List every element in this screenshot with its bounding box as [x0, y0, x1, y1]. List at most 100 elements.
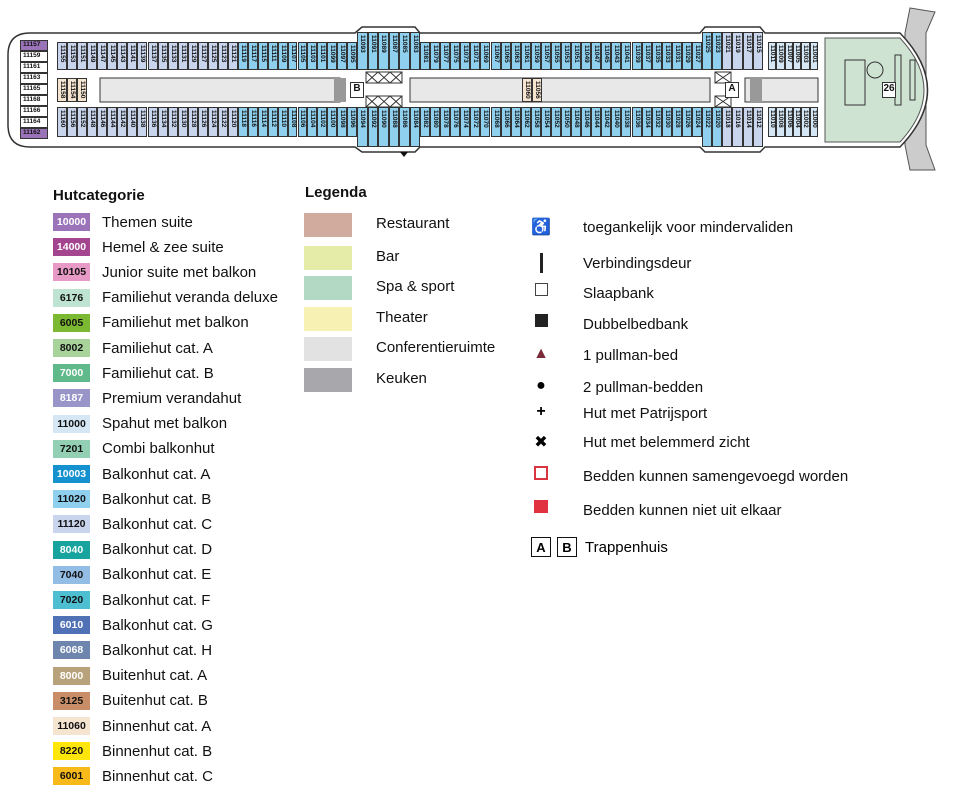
cabin-11112[interactable]: 11112 — [267, 107, 278, 137]
cabin-11150[interactable]: 11150 — [77, 78, 87, 102]
cabin-11145[interactable]: 11145 — [107, 42, 118, 70]
cabin-11129[interactable]: 11129 — [187, 42, 198, 70]
cabin-11106[interactable]: 11106 — [297, 107, 308, 137]
cabin-11155[interactable]: 11155 — [57, 42, 68, 70]
cabin-11109[interactable]: 11109 — [277, 42, 288, 70]
cabin-11168[interactable]: 11168 — [20, 95, 48, 106]
cabin-11080[interactable]: 11080 — [430, 107, 441, 137]
cabin-11141[interactable]: 11141 — [127, 42, 138, 70]
cabin-11136[interactable]: 11136 — [147, 107, 158, 137]
cabin-11028[interactable]: 11028 — [671, 107, 682, 137]
cabin-11056[interactable]: 11056 — [532, 78, 542, 102]
cabin-11077[interactable]: 11077 — [440, 42, 451, 70]
cabin-11068[interactable]: 11068 — [490, 107, 501, 137]
cabin-11159[interactable]: 11159 — [20, 51, 48, 62]
cabin-11010[interactable]: 11010 — [768, 107, 777, 137]
cabin-11024[interactable]: 11024 — [691, 107, 702, 137]
cabin-11154[interactable]: 11154 — [67, 78, 77, 102]
cabin-11054[interactable]: 11054 — [540, 107, 551, 137]
cabin-11158[interactable]: 11158 — [57, 78, 67, 102]
cabin-11045[interactable]: 11045 — [601, 42, 612, 70]
cabin-11037[interactable]: 11037 — [641, 42, 652, 70]
cabin-11082[interactable]: 11082 — [420, 107, 431, 137]
cabin-11127[interactable]: 11127 — [197, 42, 208, 70]
cabin-11162[interactable]: 11162 — [20, 128, 48, 139]
cabin-11084[interactable]: 11084 — [409, 107, 420, 147]
cabin-11089[interactable]: 11089 — [378, 32, 389, 70]
cabin-11144[interactable]: 11144 — [107, 107, 118, 137]
cabin-11153[interactable]: 11153 — [67, 42, 78, 70]
cabin-11140[interactable]: 11140 — [127, 107, 138, 137]
cabin-11101[interactable]: 11101 — [317, 42, 328, 70]
cabin-11036[interactable]: 11036 — [631, 107, 642, 137]
cabin-11030[interactable]: 11030 — [661, 107, 672, 137]
cabin-11156[interactable]: 11156 — [67, 107, 78, 137]
cabin-11108[interactable]: 11108 — [287, 107, 298, 137]
cabin-11085[interactable]: 11085 — [399, 32, 410, 70]
cabin-11122[interactable]: 11122 — [217, 107, 228, 137]
cabin-11128[interactable]: 11128 — [187, 107, 198, 137]
cabin-11071[interactable]: 11071 — [470, 42, 481, 70]
cabin-11093[interactable]: 11093 — [357, 32, 368, 70]
cabin-11096[interactable]: 11096 — [347, 107, 357, 137]
cabin-11050[interactable]: 11050 — [561, 107, 572, 137]
cabin-11012[interactable]: 11012 — [752, 107, 763, 147]
cabin-11161[interactable]: 11161 — [20, 62, 48, 73]
cabin-11008[interactable]: 11008 — [776, 107, 785, 137]
cabin-11059[interactable]: 11059 — [530, 42, 541, 70]
cabin-11087[interactable]: 11087 — [388, 32, 399, 70]
cabin-11165[interactable]: 11165 — [20, 84, 48, 95]
cabin-11134[interactable]: 11134 — [157, 107, 168, 137]
cabin-11014[interactable]: 11014 — [742, 107, 753, 147]
cabin-11135[interactable]: 11135 — [157, 42, 168, 70]
cabin-11003[interactable]: 11003 — [801, 42, 810, 70]
cabin-11041[interactable]: 11041 — [621, 42, 632, 70]
cabin-11095[interactable]: 11095 — [347, 42, 357, 70]
cabin-11098[interactable]: 11098 — [337, 107, 348, 137]
cabin-11092[interactable]: 11092 — [367, 107, 378, 147]
cabin-11139[interactable]: 11139 — [137, 42, 148, 70]
cabin-11069[interactable]: 11069 — [480, 42, 491, 70]
cabin-11005[interactable]: 11005 — [793, 42, 802, 70]
cabin-11065[interactable]: 11065 — [500, 42, 511, 70]
cabin-11066[interactable]: 11066 — [500, 107, 511, 137]
cabin-11104[interactable]: 11104 — [307, 107, 318, 137]
cabin-11070[interactable]: 11070 — [480, 107, 491, 137]
cabin-11040[interactable]: 11040 — [611, 107, 622, 137]
cabin-11021[interactable]: 11021 — [722, 32, 733, 70]
cabin-11160[interactable]: 11160 — [57, 107, 68, 137]
cabin-11046[interactable]: 11046 — [581, 107, 592, 137]
cabin-11026[interactable]: 11026 — [681, 107, 692, 137]
cabin-11055[interactable]: 11055 — [550, 42, 561, 70]
cabin-11130[interactable]: 11130 — [177, 107, 188, 137]
cabin-11086[interactable]: 11086 — [399, 107, 410, 147]
cabin-11072[interactable]: 11072 — [470, 107, 481, 137]
cabin-11062[interactable]: 11062 — [520, 107, 531, 137]
cabin-11111[interactable]: 11111 — [267, 42, 278, 70]
cabin-11103[interactable]: 11103 — [307, 42, 318, 70]
cabin-11076[interactable]: 11076 — [450, 107, 461, 137]
cabin-11063[interactable]: 11063 — [510, 42, 521, 70]
cabin-11060[interactable]: 11060 — [522, 78, 532, 102]
cabin-11147[interactable]: 11147 — [97, 42, 108, 70]
cabin-11029[interactable]: 11029 — [681, 42, 692, 70]
cabin-11120[interactable]: 11120 — [227, 107, 238, 137]
cabin-11163[interactable]: 11163 — [20, 73, 48, 84]
cabin-11075[interactable]: 11075 — [450, 42, 461, 70]
cabin-11143[interactable]: 11143 — [117, 42, 128, 70]
cabin-11053[interactable]: 11053 — [561, 42, 572, 70]
cabin-11042[interactable]: 11042 — [601, 107, 612, 137]
cabin-11035[interactable]: 11035 — [651, 42, 662, 70]
cabin-11125[interactable]: 11125 — [207, 42, 218, 70]
cabin-11011[interactable]: 11011 — [768, 42, 777, 70]
cabin-11007[interactable]: 11007 — [784, 42, 793, 70]
cabin-11146[interactable]: 11146 — [97, 107, 108, 137]
cabin-11019[interactable]: 11019 — [732, 32, 743, 70]
cabin-11114[interactable]: 11114 — [257, 107, 268, 137]
cabin-11119[interactable]: 11119 — [238, 42, 248, 70]
cabin-11116[interactable]: 11116 — [247, 107, 258, 137]
cabin-11100[interactable]: 11100 — [327, 107, 338, 137]
cabin-11107[interactable]: 11107 — [287, 42, 298, 70]
cabin-11121[interactable]: 11121 — [227, 42, 238, 70]
cabin-11051[interactable]: 11051 — [571, 42, 582, 70]
